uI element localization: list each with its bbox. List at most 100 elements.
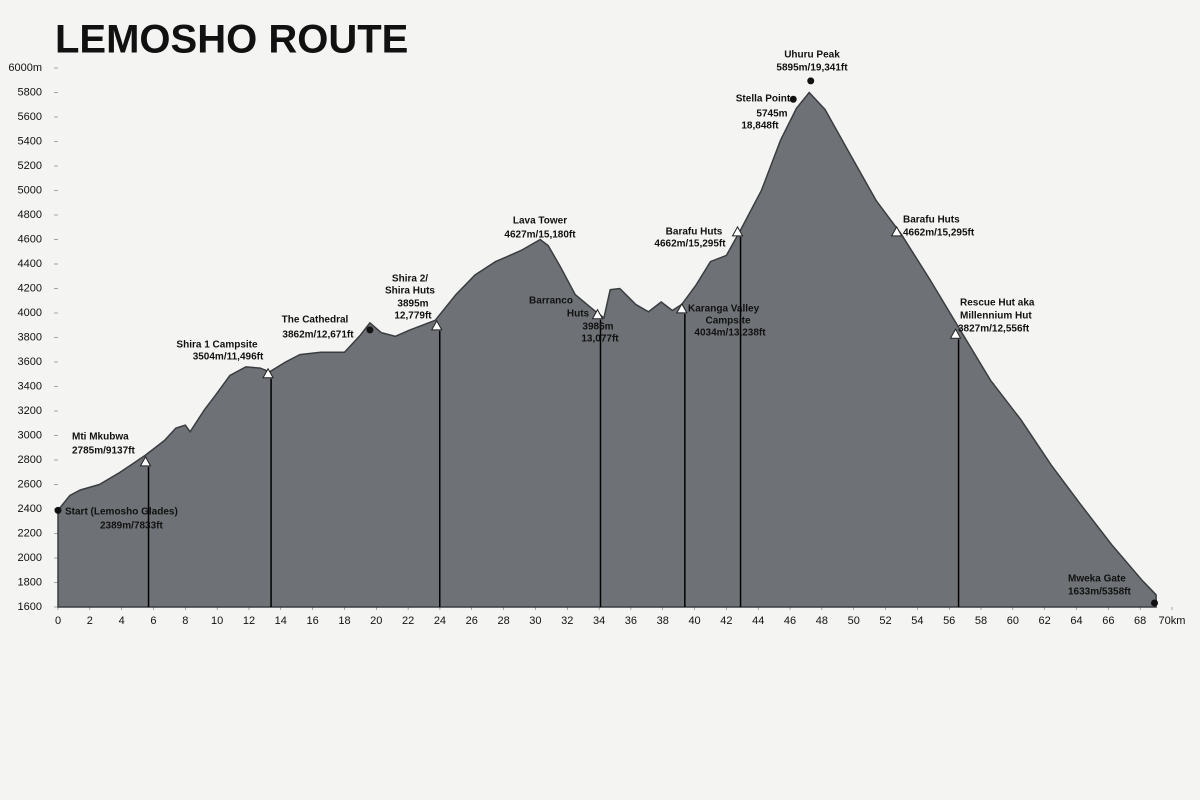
y-tick-label: 5400 — [18, 135, 42, 147]
waypoint-label: 5895m/19,341ft — [776, 63, 848, 74]
waypoint-label: Campsite — [705, 316, 750, 327]
waypoint-label: Shira Huts — [385, 286, 435, 297]
waypoint-label: Karanga Valley — [688, 304, 760, 315]
waypoint-label: 2389m/7833ft — [100, 521, 163, 532]
waypoint-label: 18,848ft — [741, 121, 779, 132]
waypoint-dot — [366, 326, 374, 334]
x-tick-label: 70km — [1159, 615, 1186, 627]
x-tick-label: 18 — [338, 615, 350, 627]
x-tick-label: 56 — [943, 615, 955, 627]
y-tick-label: 1800 — [18, 576, 42, 588]
waypoint-label: Huts — [567, 309, 590, 320]
y-tick-label: 3600 — [18, 356, 42, 368]
waypoint-dot — [54, 506, 62, 514]
waypoint-label: 2785m/9137ft — [72, 446, 135, 457]
waypoint-label: Mti Mkubwa — [72, 432, 129, 443]
x-tick-label: 4 — [119, 615, 125, 627]
x-tick-label: 62 — [1039, 615, 1051, 627]
x-tick-label: 8 — [182, 615, 188, 627]
x-tick-label: 26 — [466, 615, 478, 627]
x-tick-label: 40 — [688, 615, 700, 627]
elevation-area — [57, 91, 1157, 608]
waypoint-triangle — [675, 302, 688, 314]
waypoint-label: 13,077ft — [581, 334, 619, 345]
waypoint-label: Start (Lemosho Glades) — [65, 507, 178, 518]
waypoint-triangle — [591, 308, 604, 320]
waypoint-triangle — [430, 319, 443, 331]
y-tick-label: 3800 — [18, 331, 42, 343]
x-tick-label: 32 — [561, 615, 573, 627]
waypoint-label: 3986m — [582, 322, 613, 333]
waypoint-label: 5745m — [756, 109, 787, 120]
waypoint-label: Mweka Gate — [1068, 574, 1126, 585]
waypoint-label: Stella Point — [736, 94, 791, 105]
y-tick-label: 3200 — [18, 405, 42, 417]
chart-title: LEMOSHO ROUTE — [55, 18, 408, 62]
y-tick-label: 4600 — [18, 233, 42, 245]
waypoint-label: 3504m/11,496ft — [193, 352, 264, 363]
waypoint-label: Millennium Hut — [960, 311, 1032, 322]
y-tick-label: 4800 — [18, 209, 42, 221]
y-tick-label: 4400 — [18, 258, 42, 270]
x-tick-label: 58 — [975, 615, 987, 627]
y-tick-label: 5800 — [18, 86, 42, 98]
waypoint-dot — [807, 77, 815, 85]
x-tick-label: 38 — [657, 615, 669, 627]
waypoint-label: Barranco — [529, 296, 573, 307]
waypoint-label: 4034m/13,238ft — [694, 328, 766, 339]
waypoint-label: 3862m/12,671ft — [282, 330, 354, 341]
y-tick-label: 2000 — [18, 552, 42, 564]
x-tick-label: 42 — [720, 615, 732, 627]
x-tick-label: 10 — [211, 615, 223, 627]
waypoint-label: 4662m/15,295ft — [654, 239, 726, 250]
waypoint-label: The Cathedral — [282, 315, 349, 326]
waypoint-label: 4662m/15,295ft — [903, 228, 975, 239]
y-tick-label: 4200 — [18, 282, 42, 294]
x-tick-label: 46 — [784, 615, 796, 627]
y-tick-label: 5600 — [18, 111, 42, 123]
y-tick-label: 2600 — [18, 478, 42, 490]
waypoint-label: 12,779ft — [394, 311, 432, 322]
x-tick-label: 16 — [307, 615, 319, 627]
waypoint-triangle — [262, 367, 274, 379]
waypoint-label: Shira 1 Campsite — [176, 340, 258, 351]
waypoint-triangle — [890, 225, 903, 237]
x-tick-label: 52 — [879, 615, 891, 627]
x-tick-label: 24 — [434, 615, 446, 627]
x-tick-label: 12 — [243, 615, 255, 627]
x-tick-label: 34 — [593, 615, 605, 627]
waypoint-label: 1633m/5358ft — [1068, 587, 1131, 598]
x-tick-label: 20 — [370, 615, 382, 627]
x-tick-label: 44 — [752, 615, 764, 627]
y-tick-label: 5000 — [18, 184, 42, 196]
x-tick-label: 64 — [1070, 615, 1082, 627]
x-tick-label: 28 — [497, 615, 509, 627]
waypoint-triangle — [731, 225, 744, 237]
waypoint-triangle — [949, 328, 962, 339]
x-tick-label: 66 — [1102, 615, 1114, 627]
y-tick-label: 2200 — [18, 527, 42, 539]
waypoint-label: Barafu Huts — [903, 215, 960, 226]
x-tick-label: 14 — [275, 615, 287, 627]
y-tick-label: 5200 — [18, 160, 42, 172]
y-tick-label: 6000m — [8, 62, 42, 74]
y-tick-label: 3400 — [18, 380, 42, 392]
y-tick-label: 4000 — [18, 307, 42, 319]
y-tick-label: 2800 — [18, 454, 42, 466]
waypoint-label: Uhuru Peak — [784, 50, 840, 61]
x-tick-label: 54 — [911, 615, 923, 627]
waypoint-label: Shira 2/ — [392, 274, 428, 285]
waypoint-label: Lava Tower — [513, 216, 567, 227]
waypoint-label: 4627m/15,180ft — [504, 230, 576, 241]
x-tick-label: 68 — [1134, 615, 1146, 627]
waypoint-dot — [1150, 599, 1158, 607]
waypoint-triangle — [139, 455, 152, 467]
waypoint-label: Barafu Huts — [666, 227, 723, 238]
x-tick-label: 48 — [816, 615, 828, 627]
x-tick-label: 6 — [150, 615, 156, 627]
x-tick-label: 50 — [848, 615, 860, 627]
x-tick-label: 0 — [55, 615, 61, 627]
y-tick-label: 3000 — [18, 429, 42, 441]
waypoint-label: 3827m/12,556ft — [958, 324, 1030, 335]
